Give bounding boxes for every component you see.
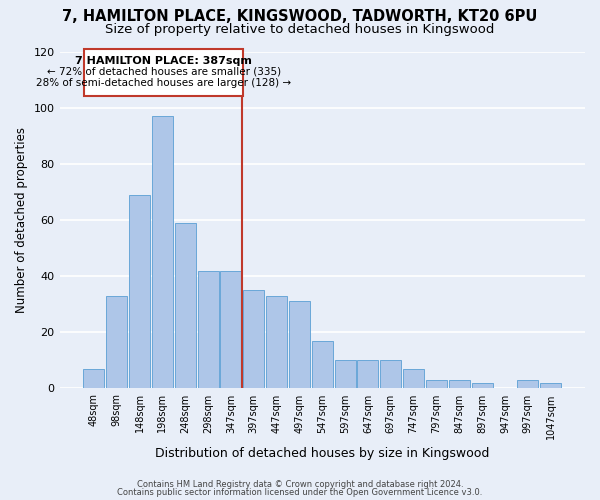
FancyBboxPatch shape bbox=[83, 48, 244, 96]
Text: Contains HM Land Registry data © Crown copyright and database right 2024.: Contains HM Land Registry data © Crown c… bbox=[137, 480, 463, 489]
Bar bbox=[175, 223, 196, 388]
Bar bbox=[426, 380, 447, 388]
Bar bbox=[449, 380, 470, 388]
Bar bbox=[335, 360, 356, 388]
Y-axis label: Number of detached properties: Number of detached properties bbox=[15, 127, 28, 313]
X-axis label: Distribution of detached houses by size in Kingswood: Distribution of detached houses by size … bbox=[155, 447, 490, 460]
Bar bbox=[403, 369, 424, 388]
Bar bbox=[83, 369, 104, 388]
Text: Contains public sector information licensed under the Open Government Licence v3: Contains public sector information licen… bbox=[118, 488, 482, 497]
Bar bbox=[358, 360, 379, 388]
Bar bbox=[197, 270, 218, 388]
Bar bbox=[152, 116, 173, 388]
Bar bbox=[472, 383, 493, 388]
Text: Size of property relative to detached houses in Kingswood: Size of property relative to detached ho… bbox=[106, 22, 494, 36]
Bar bbox=[540, 383, 561, 388]
Bar bbox=[266, 296, 287, 388]
Text: 7, HAMILTON PLACE, KINGSWOOD, TADWORTH, KT20 6PU: 7, HAMILTON PLACE, KINGSWOOD, TADWORTH, … bbox=[62, 9, 538, 24]
Bar bbox=[220, 270, 241, 388]
Bar bbox=[312, 340, 333, 388]
Bar bbox=[129, 194, 150, 388]
Text: 28% of semi-detached houses are larger (128) →: 28% of semi-detached houses are larger (… bbox=[36, 78, 291, 88]
Bar bbox=[380, 360, 401, 388]
Bar bbox=[289, 302, 310, 388]
Text: ← 72% of detached houses are smaller (335): ← 72% of detached houses are smaller (33… bbox=[47, 67, 281, 77]
Text: 7 HAMILTON PLACE: 387sqm: 7 HAMILTON PLACE: 387sqm bbox=[75, 56, 252, 66]
Bar bbox=[106, 296, 127, 388]
Bar bbox=[243, 290, 264, 388]
Bar bbox=[517, 380, 538, 388]
